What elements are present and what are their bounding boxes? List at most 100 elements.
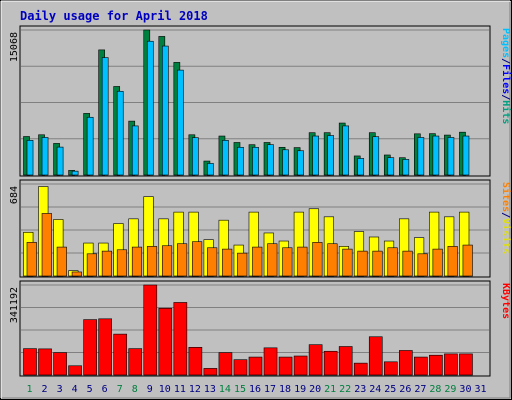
hits-panel-bar-files (116, 90, 124, 176)
x-tick-label: 8 (132, 384, 138, 395)
visits-panel-bar-sites (56, 246, 67, 277)
x-tick-label: 2 (42, 384, 48, 395)
hits-panel: 15068 Pages/Files/Hits (9, 25, 512, 177)
kbytes-panel-bar-kbytes (429, 354, 443, 376)
hits-panel-bar-files (447, 137, 455, 176)
kbytes-panel-bar-kbytes (158, 307, 173, 376)
x-tick-label: 31 (474, 384, 486, 395)
hits-panel-bar-files (417, 137, 425, 176)
legend-entry: / (500, 212, 511, 218)
x-axis-labels: 1 2 3 4 5 6 7 8 9 10 11 12 13 14 15 16 17 18 19 20 21 22 23 24 2… (27, 384, 487, 395)
kbytes-panel-bar-kbytes (143, 284, 158, 376)
kbytes-panel-bar-kbytes (248, 356, 263, 376)
x-tick-label: 16 (249, 384, 261, 395)
kbytes-panel-bar-kbytes (68, 365, 82, 376)
visits-panel-bar-sites (71, 271, 82, 277)
hits-panel-bar-files (161, 45, 169, 176)
visits-panel-bar-sites (222, 248, 233, 277)
visits-panel-bar-sites (402, 250, 413, 277)
x-tick-label: 23 (354, 384, 366, 395)
visits-panel-bar-sites (116, 249, 128, 277)
legend-entry: Sites (500, 182, 512, 212)
x-tick-label: 6 (102, 384, 108, 395)
kbytes-panel-legend: KBytes (500, 283, 511, 319)
kbytes-panel-bar-kbytes (128, 348, 143, 376)
x-tick-label: 28 (429, 384, 441, 395)
hits-panel-bar-files (131, 125, 139, 176)
kbytes-panel-bar-kbytes (338, 346, 353, 376)
hits-panel-bar-files (101, 57, 109, 176)
visits-panel-bar-sites (177, 243, 188, 277)
visits-panel-bar-sites (86, 253, 97, 277)
visits-panel-bar-sites (417, 253, 428, 277)
visits-panel-bar-sites (327, 243, 338, 277)
hits-panel-legend: Pages/Files/Hits (500, 28, 512, 124)
kbytes-panel-bar-kbytes (308, 344, 323, 376)
hits-panel-bar-files (71, 170, 79, 176)
kbytes-panel-bar-kbytes (383, 361, 398, 376)
x-tick-label: 11 (174, 384, 186, 395)
visits-panel-bar-sites (161, 245, 173, 277)
x-tick-label: 5 (87, 384, 93, 395)
visits-panel: 684 Sites/Visits (9, 179, 512, 278)
hits-panel-bar-files (462, 135, 470, 176)
visits-panel-bar-sites (26, 242, 37, 277)
hits-panel-bar-files (312, 135, 319, 176)
visits-panel-bar-sites (462, 244, 473, 277)
kbytes-panel-bar-kbytes (53, 352, 67, 376)
hits-panel-bar-files (192, 137, 199, 176)
hits-panel-bar-files (177, 69, 184, 176)
hits-panel-bar-files (26, 140, 34, 176)
visits-panel-bar-sites (357, 250, 368, 277)
visits-panel-bar-sites (207, 247, 218, 277)
hits-panel-bar-files (252, 146, 259, 176)
x-tick-label: 20 (309, 384, 321, 395)
chart-title: Daily usage for April 2018 (20, 9, 208, 23)
visits-panel-bar-sites (267, 243, 278, 277)
kbytes-panel-bar-kbytes (293, 355, 308, 376)
hits-panel-bar-files (207, 163, 214, 176)
visits-panel-bar-sites (297, 246, 308, 277)
kbytes-panel-bar-kbytes (278, 356, 293, 376)
visits-panel-bar-sites (342, 248, 353, 277)
hits-panel-bar-files (146, 40, 154, 176)
x-tick-label: 13 (204, 384, 216, 395)
x-tick-label: 15 (234, 384, 246, 395)
visits-panel-bar-sites (282, 247, 293, 277)
hits-panel-bar-files (41, 137, 49, 176)
x-tick-label: 3 (57, 384, 63, 395)
hits-panel-bar-files (342, 125, 350, 176)
kbytes-panel-bar-kbytes (218, 352, 233, 376)
x-tick-label: 9 (147, 384, 153, 395)
kbytes-panel-bar-kbytes (233, 359, 248, 376)
visits-panel-bar-sites (41, 213, 52, 277)
x-tick-label: 10 (159, 384, 171, 395)
visits-panel-bar-sites (101, 250, 112, 277)
hits-panel-bar-files (237, 146, 244, 176)
kbytes-panel-bar-kbytes (368, 336, 383, 376)
legend-entry: / (500, 94, 511, 100)
x-tick-label: 18 (279, 384, 291, 395)
kbytes-panel-bar-kbytes (173, 302, 188, 376)
hits-panel-bar-files (387, 157, 395, 176)
visits-panel-bar-sites (131, 246, 143, 277)
visits-panel-bar-sites (372, 250, 383, 277)
kbytes-panel-bar-kbytes (444, 353, 458, 376)
x-tick-label: 30 (459, 384, 471, 395)
x-tick-label: 21 (324, 384, 336, 395)
hits-panel-bar-files (56, 146, 64, 176)
visits-panel-bar-sites (146, 246, 158, 277)
x-tick-label: 29 (444, 384, 456, 395)
x-tick-label: 14 (219, 384, 231, 395)
kbytes-panel: 341192 KBytes (9, 280, 511, 377)
hits-panel-bar-files (282, 149, 289, 176)
visits-panel-ymax-label: 684 (9, 186, 20, 204)
visits-panel-bar-sites (432, 248, 443, 277)
legend-entry: Hits (500, 100, 512, 124)
kbytes-panel-bar-kbytes (23, 348, 37, 376)
visits-panel-bar-sites (312, 242, 323, 277)
x-tick-label: 12 (189, 384, 201, 395)
legend-entry: KBytes (500, 283, 511, 319)
kbytes-panel-bar-kbytes (323, 350, 338, 376)
